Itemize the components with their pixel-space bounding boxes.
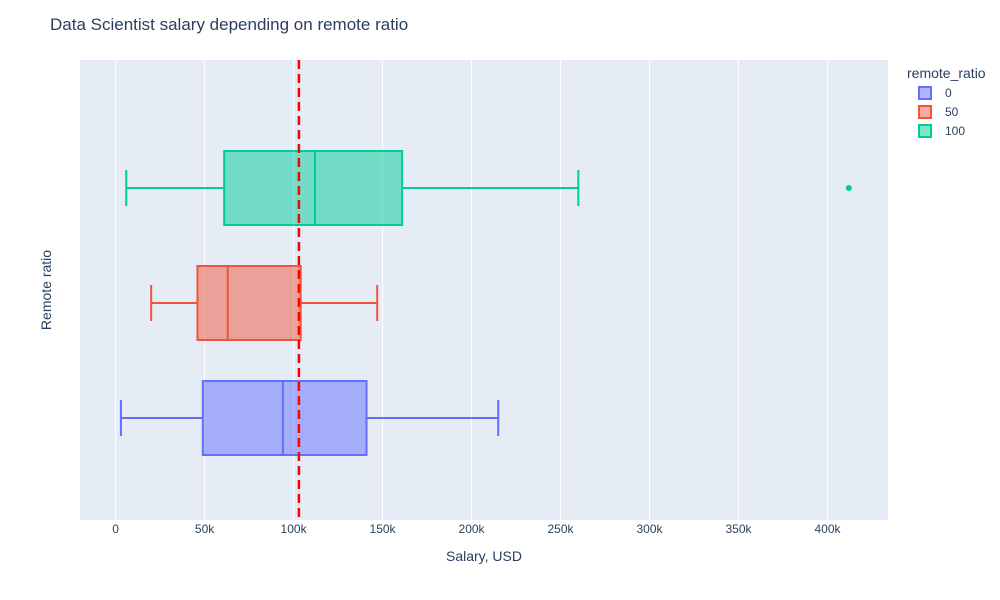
legend-swatch-0 bbox=[918, 86, 932, 100]
iqr-box bbox=[196, 265, 302, 341]
iqr-box bbox=[223, 150, 404, 226]
x-tick-label: 400k bbox=[814, 522, 841, 536]
x-tick-label: 100k bbox=[281, 522, 308, 536]
x-tick-label: 0 bbox=[112, 522, 119, 536]
legend-label-0: 0 bbox=[945, 86, 952, 100]
legend-label-100: 100 bbox=[945, 124, 965, 138]
legend-title: remote_ratio bbox=[907, 65, 986, 81]
x-tick-labels: 0 50k 100k 150k 200k 250k 300k 350k 400k bbox=[112, 522, 841, 536]
x-tick-label: 350k bbox=[725, 522, 752, 536]
outlier-point bbox=[845, 185, 852, 191]
legend: remote_ratio 0 50 100 bbox=[907, 65, 986, 138]
x-tick-label: 50k bbox=[195, 522, 215, 536]
legend-label-50: 50 bbox=[945, 105, 959, 119]
box-series-group bbox=[119, 150, 852, 456]
iqr-box bbox=[201, 380, 368, 456]
box-series-100 bbox=[125, 150, 852, 226]
x-axis-title: Salary, USD bbox=[446, 548, 522, 564]
x-tick-label: 200k bbox=[459, 522, 486, 536]
box-series-50 bbox=[150, 265, 379, 341]
x-tick-label: 250k bbox=[548, 522, 575, 536]
legend-swatch-100 bbox=[918, 124, 932, 138]
box-series-0 bbox=[119, 380, 500, 456]
legend-swatch-50 bbox=[918, 105, 932, 119]
x-tick-label: 300k bbox=[636, 522, 663, 536]
x-tick-label: 150k bbox=[370, 522, 397, 536]
chart-title: Data Scientist salary depending on remot… bbox=[50, 15, 408, 34]
y-axis-title: Remote ratio bbox=[38, 250, 54, 330]
